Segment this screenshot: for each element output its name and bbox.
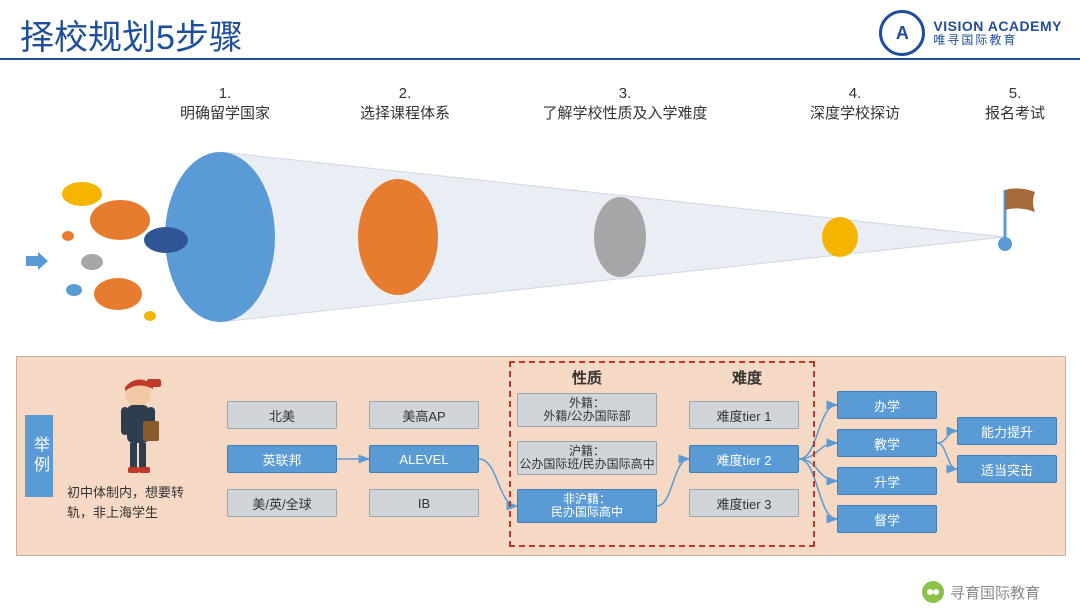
visit-0: 办学 <box>837 391 937 419</box>
nature-0: 外籍：外籍/公办国际部 <box>517 393 657 427</box>
scatter-dot-5 <box>94 278 142 310</box>
step-label-1: 1.明确留学国家 <box>140 84 310 125</box>
step-label-2: 2.选择课程体系 <box>320 84 490 125</box>
brand-logo-icon: A <box>879 10 925 56</box>
exam-0: 能力提升 <box>957 417 1057 445</box>
funnel-station-3 <box>594 197 646 277</box>
funnel-station-4 <box>822 217 858 257</box>
student-caption: 初中体制内，想要转轨，非上海学生 <box>67 483 207 522</box>
brand-text: VISION ACADEMY 唯寻国际教育 <box>933 19 1062 48</box>
watermark-text: 寻育国际教育 <box>950 582 1040 603</box>
visit-1: 教学 <box>837 429 937 457</box>
page-title: 择校规划5步骤 <box>20 10 243 59</box>
visit-3: 督学 <box>837 505 937 533</box>
curriculum-2: IB <box>369 489 479 517</box>
student-icon <box>103 371 173 481</box>
header-nature: 性质 <box>557 367 617 388</box>
brand-en: VISION ACADEMY <box>933 19 1062 34</box>
example-panel: 举例 初中体制内，想要转轨，非上海学生 性质 难度北美英联邦美/英/全球 美高AP A… <box>16 356 1066 556</box>
scatter-dot-3 <box>81 254 103 270</box>
difficulty-0: 难度tier 1 <box>689 401 799 429</box>
nature-2: 非沪籍：民办国际高中 <box>517 489 657 523</box>
difficulty-2: 难度tier 3 <box>689 489 799 517</box>
title-underline <box>0 58 1080 60</box>
step-label-3: 3.了解学校性质及入学难度 <box>510 84 740 125</box>
example-tab: 举例 <box>25 415 53 497</box>
country-2: 美/英/全球 <box>227 489 337 517</box>
curriculum-0: 美高AP <box>369 401 479 429</box>
scatter-dot-7 <box>62 231 74 241</box>
curriculum-1: ALEVEL <box>369 445 479 473</box>
brand-cn: 唯寻国际教育 <box>933 34 1062 47</box>
funnel-svg <box>0 132 1080 342</box>
brand: A VISION ACADEMY 唯寻国际教育 <box>879 10 1062 56</box>
goal-flag-icon <box>998 188 1035 251</box>
funnel-station-2 <box>358 179 438 295</box>
page: 择校规划5步骤 A VISION ACADEMY 唯寻国际教育 1.明确留学国家… <box>0 0 1080 615</box>
scatter-dot-2 <box>144 227 188 253</box>
step-label-4: 4.深度学校探访 <box>770 84 940 125</box>
scatter-dot-6 <box>144 311 156 321</box>
steps-header-row: 1.明确留学国家2.选择课程体系 3.了解学校性质及入学难度 4.深度学校探访 5.报… <box>0 84 1080 130</box>
header-difficulty: 难度 <box>717 367 777 388</box>
funnel-diagram <box>0 132 1080 342</box>
wechat-icon <box>922 581 944 603</box>
country-0: 北美 <box>227 401 337 429</box>
scatter-dot-0 <box>62 182 102 206</box>
exam-1: 适当突击 <box>957 455 1057 483</box>
start-arrow-icon <box>26 252 48 270</box>
visit-2: 升学 <box>837 467 937 495</box>
scatter-dot-4 <box>66 284 82 296</box>
country-1: 英联邦 <box>227 445 337 473</box>
difficulty-1: 难度tier 2 <box>689 445 799 473</box>
scatter-dot-1 <box>90 200 150 240</box>
watermark: 寻育国际教育 <box>922 581 1040 603</box>
step-label-5: 5.报名考试 <box>960 84 1070 125</box>
nature-1: 沪籍：公办国际班/民办国际高中 <box>517 441 657 475</box>
